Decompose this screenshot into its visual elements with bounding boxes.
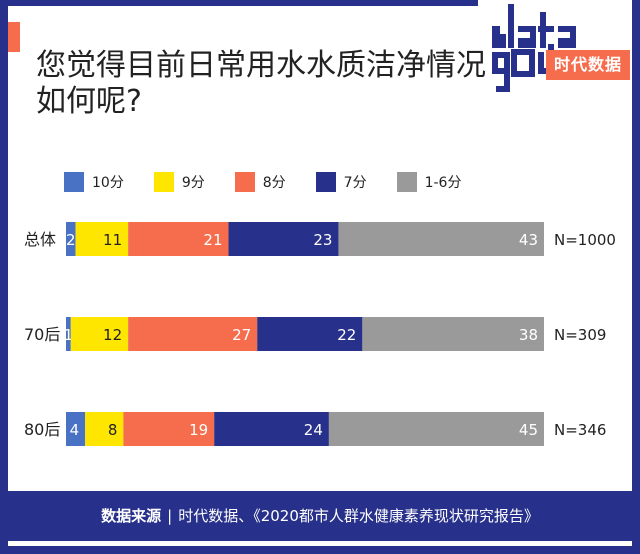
legend-swatch-9 (154, 172, 174, 192)
source-text: 时代数据、《2020都市人群水健康素养现状研究报告》 (178, 507, 539, 525)
data-label: 24 (304, 421, 323, 439)
source-footer: 数据来源 | 时代数据、《2020都市人群水健康素养现状研究报告》 (8, 491, 632, 541)
data-label: 22 (337, 326, 356, 344)
source-label: 数据来源 (101, 507, 161, 525)
data-label: 19 (189, 421, 208, 439)
data-label: 45 (519, 421, 538, 439)
category-label: 总体 (24, 230, 56, 249)
legend-item-9: 9分 (154, 172, 205, 192)
legend-swatch-8 (235, 172, 255, 192)
legend-label-8: 8分 (263, 172, 286, 192)
data-label: 8 (108, 421, 118, 439)
data-label: 27 (232, 326, 251, 344)
legend-swatch-1-6 (397, 172, 417, 192)
legend-label-9: 9分 (182, 172, 205, 192)
bar-segment (362, 317, 544, 351)
data-label: 11 (103, 231, 122, 249)
chart-legend: 10分 9分 8分 7分 1-6分 (64, 170, 491, 194)
sample-size-label: N=1000 (554, 231, 616, 249)
category-label: 80后 (24, 420, 60, 439)
legend-item-8: 8分 (235, 172, 286, 192)
title-accent-bar (8, 22, 20, 52)
legend-swatch-7 (316, 172, 336, 192)
sample-size-label: N=309 (554, 326, 606, 344)
legend-label-7: 7分 (344, 172, 367, 192)
logo-badge: 时代数据 (546, 50, 630, 80)
source-separator: | (167, 507, 172, 525)
legend-swatch-10 (64, 172, 84, 192)
bar-segment (338, 222, 544, 256)
data-label: 38 (519, 326, 538, 344)
data-label: 43 (519, 231, 538, 249)
legend-item-1-6: 1-6分 (397, 172, 462, 192)
data-label: 23 (313, 231, 332, 249)
legend-label-10: 10分 (92, 172, 124, 192)
category-label: 70后 (24, 325, 60, 344)
data-label: 4 (70, 421, 80, 439)
legend-item-7: 7分 (316, 172, 367, 192)
frame-top-bar (0, 0, 478, 6)
legend-item-10: 10分 (64, 172, 124, 192)
chart-title: 您觉得目前日常用水水质洁净情况如何呢? (36, 48, 486, 120)
data-label: 12 (103, 326, 122, 344)
sample-size-label: N=346 (554, 421, 606, 439)
bar-segment (329, 412, 544, 446)
bar-segment (85, 412, 123, 446)
frame-bottom-bar (0, 546, 640, 554)
data-label: 2 (66, 231, 76, 249)
data-label: 21 (203, 231, 222, 249)
legend-label-1-6: 1-6分 (425, 172, 462, 192)
